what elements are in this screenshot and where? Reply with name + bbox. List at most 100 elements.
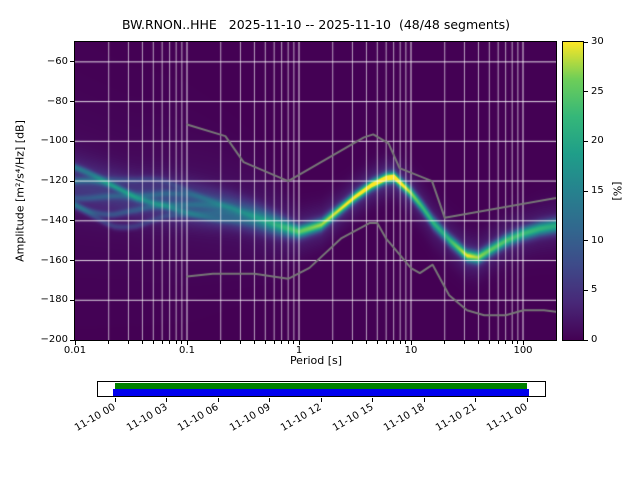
ppsd-histogram-canvas [74, 41, 557, 341]
x-minor-tick-mark [405, 341, 407, 344]
colorbar-tick-label: 10 [591, 234, 604, 246]
x-minor-tick-mark [253, 341, 255, 344]
x-minor-tick-mark [287, 341, 289, 344]
y-tick-mark [70, 140, 74, 142]
x-minor-tick-mark [399, 341, 401, 344]
x-tick-label: 0.01 [63, 345, 87, 356]
x-minor-tick-mark [517, 341, 519, 344]
x-tick-mark [186, 341, 188, 345]
x-axis-label: Period [s] [289, 354, 343, 367]
x-minor-tick-mark [332, 341, 334, 344]
y-tick-label: −60 [46, 55, 68, 67]
x-tick-label: 100 [513, 345, 533, 356]
y-tick-label: −100 [40, 135, 68, 147]
x-minor-tick-mark [511, 341, 513, 344]
y-tick-mark [70, 339, 74, 341]
x-minor-tick-mark [393, 341, 395, 344]
time-tick-mark [320, 398, 322, 402]
time-tick-label: 11-10 09 [227, 401, 272, 434]
colorbar-tick-label: 25 [591, 85, 604, 97]
x-minor-tick-mark [181, 341, 183, 344]
coverage-data-fill [115, 383, 527, 389]
colorbar-tick-label: 15 [591, 185, 604, 196]
x-minor-tick-mark [169, 341, 171, 344]
colorbar-tick-mark [584, 41, 588, 43]
colorbar-tick-mark [584, 91, 588, 93]
time-tick-mark [269, 398, 270, 402]
time-tick-mark [372, 398, 373, 402]
x-minor-tick-mark [239, 341, 241, 344]
colorbar-tick-mark [584, 190, 588, 192]
time-tick-label: 11-10 00 [73, 401, 118, 434]
y-tick-label: −140 [40, 214, 68, 226]
x-minor-tick-mark [376, 341, 378, 344]
plot-title: BW.RNON..HHE 2025-11-10 -- 2025-11-10 (4… [121, 17, 511, 32]
time-tick-mark [217, 398, 219, 402]
x-minor-tick-mark [220, 341, 222, 344]
colorbar-tick-mark [584, 140, 588, 142]
time-tick-mark [114, 398, 116, 402]
x-minor-tick-mark [281, 341, 283, 344]
time-tick-mark [166, 398, 167, 402]
colorbar-tick-label: 5 [591, 284, 598, 296]
time-tick-mark [423, 398, 425, 402]
time-tick-label: 11-10 06 [176, 401, 221, 434]
coverage-bar [97, 381, 546, 397]
colorbar-tick-label: 30 [591, 36, 604, 47]
colorbar-label: [%] [610, 181, 624, 201]
x-tick-mark [298, 341, 300, 345]
y-tick-label: −180 [40, 294, 68, 306]
x-tick-mark [74, 341, 76, 345]
y-tick-mark [70, 101, 74, 103]
y-tick-mark [70, 220, 74, 222]
y-tick-label: −200 [40, 334, 68, 345]
x-tick-mark [410, 341, 412, 345]
time-tick-label: 11-10 21 [433, 401, 478, 434]
colorbar-tick-mark [584, 240, 588, 242]
x-minor-tick-mark [365, 341, 367, 344]
x-minor-tick-mark [127, 341, 129, 344]
time-tick-label: 11-10 18 [382, 401, 427, 434]
time-tick-label: 11-10 12 [279, 401, 324, 434]
x-minor-tick-mark [351, 341, 353, 344]
y-tick-mark [70, 299, 74, 301]
x-minor-tick-mark [273, 341, 275, 344]
x-minor-tick-mark [264, 341, 266, 344]
colorbar-tick-mark [584, 339, 588, 341]
x-minor-tick-mark [108, 341, 110, 344]
time-tick-label: 11-10 03 [124, 401, 169, 434]
colorbar-gradient [562, 41, 584, 341]
y-tick-mark [70, 180, 74, 182]
x-minor-tick-mark [505, 341, 507, 344]
colorbar-tick-label: 0 [591, 334, 598, 345]
x-minor-tick-mark [293, 341, 295, 344]
x-minor-tick-mark [175, 341, 177, 344]
x-minor-tick-mark [161, 341, 163, 344]
x-minor-tick-mark [463, 341, 465, 344]
y-tick-label: −80 [46, 95, 68, 107]
y-axis-label: Amplitude [m²/s⁴/Hz] [dB] [13, 120, 27, 262]
coverage-segments-fill [113, 389, 529, 396]
time-tick-label: 11-10 15 [330, 401, 375, 434]
time-tick-mark [526, 398, 528, 402]
x-minor-tick-mark [444, 341, 446, 344]
x-minor-tick-mark [497, 341, 499, 344]
y-tick-label: −160 [40, 254, 68, 266]
x-tick-mark [522, 341, 524, 345]
x-minor-tick-mark [477, 341, 479, 344]
colorbar-tick-mark [584, 289, 588, 291]
y-tick-mark [70, 61, 74, 63]
x-minor-tick-mark [141, 341, 143, 344]
y-tick-label: −120 [40, 175, 68, 187]
x-tick-label: 10 [404, 345, 418, 356]
time-tick-mark [475, 398, 476, 402]
x-tick-label: 1 [295, 345, 303, 356]
x-minor-tick-mark [385, 341, 387, 344]
colorbar-tick-label: 20 [591, 135, 604, 147]
y-tick-mark [70, 260, 74, 262]
x-minor-tick-mark [152, 341, 154, 344]
x-tick-label: 0.1 [179, 345, 195, 356]
x-minor-tick-mark [488, 341, 490, 344]
time-tick-label: 11-11 00 [485, 401, 530, 434]
